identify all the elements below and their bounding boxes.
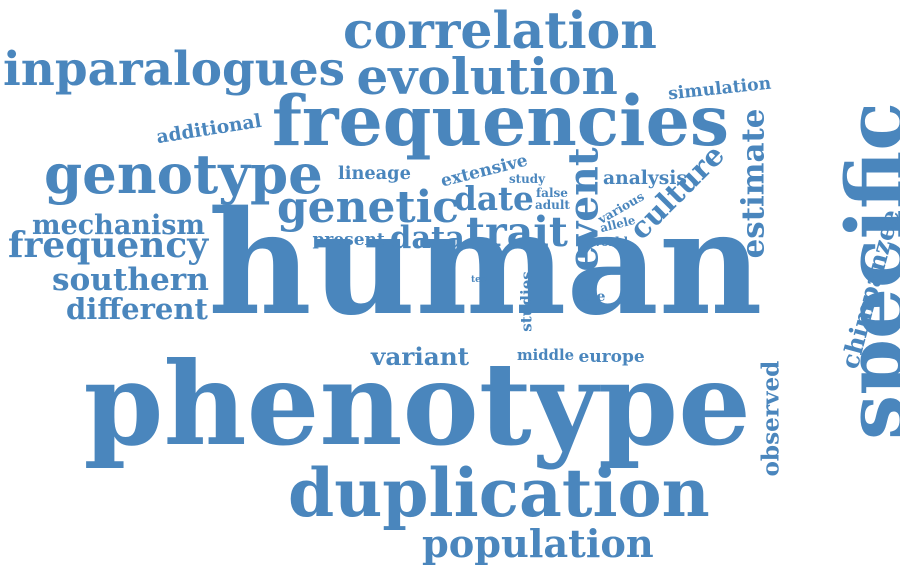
word-role: role (574, 289, 606, 305)
word-mechanism: mechanism (32, 210, 205, 241)
word-studies: studies (517, 270, 536, 332)
word-genetic: genetic (277, 182, 459, 233)
word-variant: variant (371, 342, 470, 371)
word-genotype: genotype (44, 142, 323, 206)
word-present: present (312, 230, 385, 250)
word-duplication: duplication (288, 454, 710, 532)
word-date: date (454, 179, 534, 218)
word-population: population (422, 522, 654, 567)
word-trait: trait (466, 207, 568, 256)
word-europe: europe (578, 347, 645, 367)
word-middle: middle (517, 347, 575, 364)
word-human: human (208, 178, 763, 347)
word-different: different (66, 291, 208, 326)
word-false: false (536, 185, 568, 200)
word-frequencies: frequencies (272, 81, 729, 162)
word-simulation: simulation (666, 73, 772, 104)
word-adult: adult (535, 197, 570, 212)
word-world: world (590, 235, 629, 249)
word-analysis: analysis (603, 167, 687, 189)
word-evolution: evolution (356, 47, 618, 106)
word-test: test (471, 275, 491, 285)
word-frequency: frequency (8, 224, 209, 266)
word-southern: southern (52, 262, 209, 298)
word-data: data (390, 220, 465, 256)
word-estimate: estimate (734, 108, 771, 258)
word-study: study (509, 172, 546, 186)
word-inparalogues: inparalogues (3, 41, 346, 97)
word-correlation: correlation (343, 0, 657, 60)
word-lineage: lineage (338, 163, 411, 184)
word-phenotype: phenotype (83, 336, 751, 471)
word-observed: observed (757, 360, 785, 477)
